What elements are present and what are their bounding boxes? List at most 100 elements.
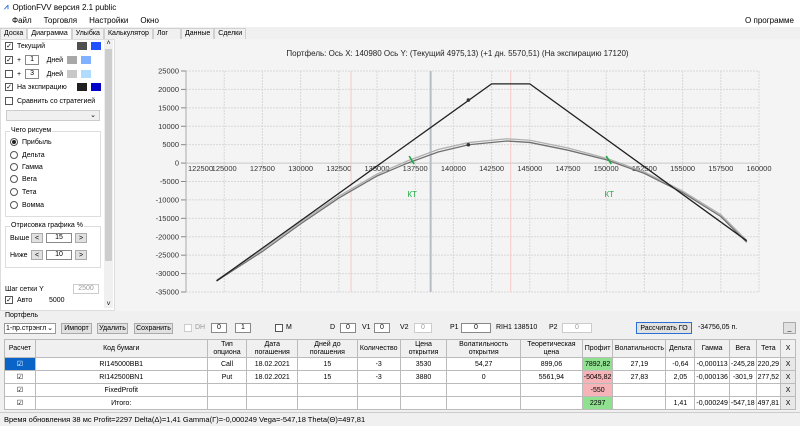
calculate-margin-button[interactable]: Рассчитать ГО — [636, 322, 692, 334]
cell-profit: -5045,82 — [581, 370, 614, 384]
strategy-select[interactable]: 1-пр.стрэнгл ⌄ — [4, 323, 56, 334]
delete-button[interactable]: Удалить — [97, 323, 128, 334]
column-header[interactable]: Волатильность открытия — [446, 339, 521, 358]
tab-trades[interactable]: Сделки — [214, 28, 247, 39]
plus1-color-2[interactable] — [81, 56, 92, 64]
d-input[interactable]: 0 — [340, 323, 356, 333]
column-header[interactable]: Волатильность — [612, 339, 667, 358]
cell-x[interactable]: X — [780, 383, 796, 397]
v1-input[interactable]: 0 — [374, 323, 390, 333]
m-label: M — [286, 324, 292, 331]
tab-smile[interactable]: Улыбка — [71, 28, 104, 39]
plus3-days-input[interactable]: 3 — [25, 69, 40, 79]
table-row[interactable]: ☑ RI142500BN1 Put 18.02.2021 15 -3 3880 0 5561,9… — [4, 370, 796, 384]
minimize-button[interactable]: _ — [783, 322, 796, 334]
current-color-1[interactable] — [77, 42, 87, 50]
strategy-compare-dropdown[interactable]: ⌄ — [6, 110, 100, 121]
column-header[interactable]: Тета — [755, 339, 782, 358]
p2-input[interactable]: 0 — [562, 323, 592, 333]
p1-input[interactable]: 0 — [461, 323, 491, 333]
plus3-color-1[interactable] — [67, 70, 78, 78]
table-row[interactable]: ☑ Итого: 2297 1,41 -0,000249 -547,18 497,81 X — [4, 396, 796, 410]
column-header[interactable]: X — [780, 339, 796, 358]
menu-window[interactable]: Окно — [140, 16, 159, 25]
cell-x[interactable]: X — [780, 370, 796, 384]
tab-calculator[interactable]: Калькулятор — [103, 28, 153, 39]
scroll-up-icon[interactable]: ˄ — [106, 40, 111, 47]
import-button[interactable]: Импорт — [61, 323, 92, 334]
column-header[interactable]: Вега — [728, 339, 757, 358]
cell-x[interactable]: X — [780, 396, 796, 410]
dh-spinner-1[interactable]: 0 — [211, 323, 227, 333]
column-header[interactable]: Теоретическая цена — [520, 339, 583, 358]
column-header[interactable]: Профит — [581, 339, 614, 358]
cell-check[interactable]: ☑ — [4, 370, 36, 384]
scroll-down-icon[interactable]: ˅ — [106, 301, 111, 308]
scroll-thumb[interactable] — [105, 49, 112, 261]
column-header[interactable]: Дней до погашения — [297, 339, 358, 358]
grid-step-input[interactable]: 2500 — [73, 284, 99, 294]
column-header[interactable]: Дата погашения — [246, 339, 299, 358]
radio-vega[interactable] — [10, 175, 18, 183]
radio-vomma[interactable] — [10, 201, 18, 209]
table-row[interactable]: ☑ RI145000BB1 Call 18.02.2021 15 -3 3530 54,27 8… — [4, 357, 796, 371]
tab-data[interactable]: Данные — [180, 28, 215, 39]
column-header[interactable]: Гамма — [694, 339, 730, 358]
current-color-2[interactable] — [91, 42, 101, 50]
tab-board[interactable]: Доска — [0, 28, 28, 39]
save-button[interactable]: Сохранить — [134, 323, 173, 334]
menu-about[interactable]: О программе — [745, 16, 794, 25]
cell-check[interactable]: ☑ — [4, 383, 36, 397]
above-decrease-button[interactable]: < — [31, 233, 43, 243]
table-row[interactable]: ☑ FixedProfit -550 X — [4, 383, 796, 397]
radio-theta[interactable] — [10, 188, 18, 196]
plus3-checkbox[interactable] — [5, 70, 13, 78]
column-header[interactable]: Количество — [356, 339, 401, 358]
dh-checkbox[interactable] — [184, 324, 192, 332]
expiration-color-1[interactable] — [77, 83, 87, 91]
radio-theta-label: Тета — [22, 188, 37, 196]
below-decrease-button[interactable]: < — [31, 250, 43, 260]
tab-diagram[interactable]: Диаграмма — [27, 28, 72, 39]
tab-log[interactable]: Лог — [152, 28, 181, 39]
column-header[interactable]: Дельта — [665, 339, 696, 358]
below-input[interactable]: 10 — [46, 250, 72, 260]
draw-group-title: Чего рисуем — [10, 127, 53, 134]
radio-profit[interactable] — [10, 138, 18, 146]
menu-trading[interactable]: Торговля — [43, 16, 78, 25]
v2-input[interactable]: 0 — [414, 323, 432, 333]
expiration-color-2[interactable] — [91, 83, 101, 91]
x-tick-label: 157500 — [708, 164, 733, 173]
current-checkbox[interactable]: ✓ — [5, 42, 13, 50]
cell-check[interactable]: ☑ — [4, 396, 36, 410]
cell-vol — [612, 396, 667, 410]
column-header[interactable]: Тип опциона — [206, 339, 248, 358]
cell-x[interactable]: X — [780, 357, 796, 371]
column-header[interactable]: Расчет — [4, 339, 36, 358]
cursor-point — [466, 98, 471, 102]
dh-spinner-2[interactable]: 1 — [235, 323, 251, 333]
left-panel-scrollbar[interactable]: ˄ ˅ — [104, 40, 113, 308]
column-header[interactable]: Цена открытия — [399, 339, 448, 358]
radio-gamma[interactable] — [10, 163, 18, 171]
above-increase-button[interactable]: > — [75, 233, 87, 243]
plus1-days-input[interactable]: 1 — [25, 55, 40, 65]
cell-date — [246, 383, 299, 397]
cell-qty: -3 — [356, 357, 401, 371]
column-header[interactable]: Код бумаги — [34, 339, 208, 358]
above-input[interactable]: 15 — [46, 233, 72, 243]
cell-check[interactable]: ☑ — [4, 357, 36, 371]
auto-checkbox[interactable]: ✓ — [5, 296, 13, 304]
menu-file[interactable]: Файл — [12, 16, 32, 25]
x-tick-label: 142500 — [479, 164, 504, 173]
m-checkbox[interactable] — [275, 324, 283, 332]
compare-checkbox[interactable] — [5, 97, 13, 105]
plus3-color-2[interactable] — [81, 70, 92, 78]
plus1-color-1[interactable] — [67, 56, 78, 64]
below-increase-button[interactable]: > — [75, 250, 87, 260]
plus1-checkbox[interactable]: ✓ — [5, 56, 13, 64]
menu-settings[interactable]: Настройки — [89, 16, 129, 25]
expiration-checkbox[interactable]: ✓ — [5, 83, 13, 91]
radio-delta[interactable] — [10, 151, 18, 159]
